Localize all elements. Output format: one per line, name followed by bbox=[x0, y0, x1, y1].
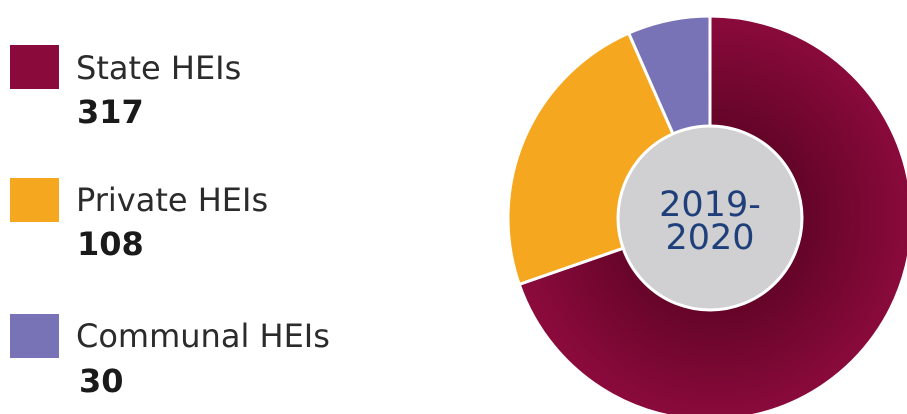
legend-value-state: 317 bbox=[77, 93, 144, 131]
donut-chart: 2019- 2020 bbox=[506, 14, 907, 414]
legend-value-communal: 30 bbox=[79, 362, 124, 400]
legend-value-private: 108 bbox=[77, 225, 144, 263]
legend-label-state: State HEIs bbox=[76, 49, 242, 87]
legend-label-private: Private HEIs bbox=[76, 181, 269, 219]
legend-label-communal: Communal HEIs bbox=[76, 317, 330, 355]
center-label-line-1: 2019- bbox=[659, 185, 761, 225]
legend-swatch-communal bbox=[10, 314, 59, 358]
donut-center bbox=[616, 124, 804, 312]
legend-swatch-private bbox=[10, 178, 59, 222]
chart-legend: State HEIs 317 Private HEIs 108 Communal… bbox=[0, 0, 440, 414]
center-label-line-2: 2020 bbox=[665, 218, 754, 258]
legend-swatch-state bbox=[10, 45, 59, 89]
